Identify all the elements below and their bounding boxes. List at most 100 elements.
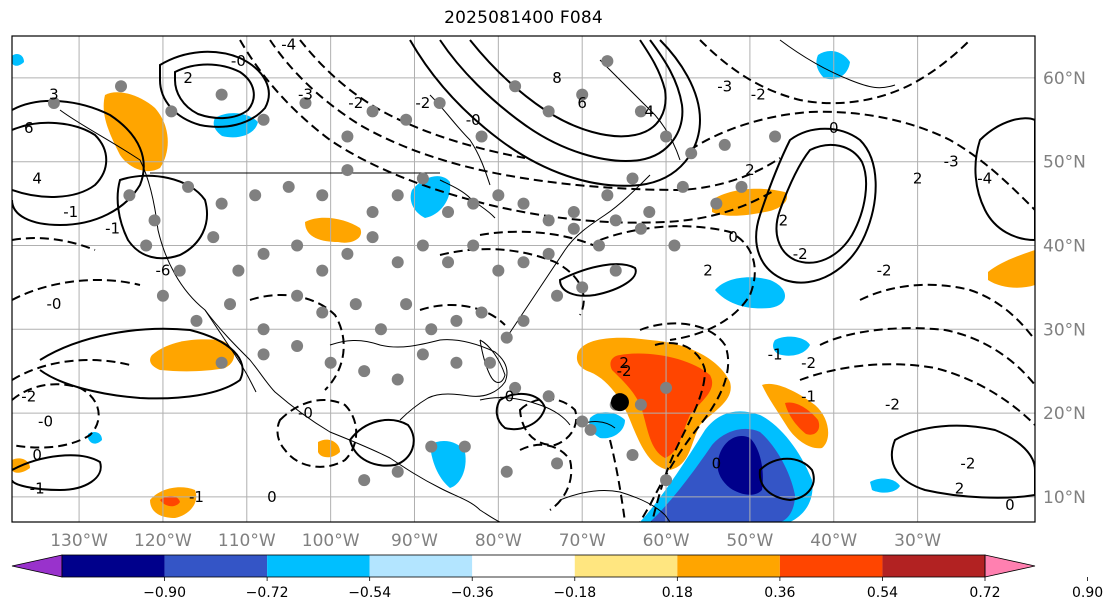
contour-label: -0: [38, 412, 53, 430]
contour-line-dashed: [12, 383, 100, 449]
colorbar-tick-label: 0.18: [662, 585, 693, 601]
station-marker: [626, 448, 639, 461]
station-marker: [467, 239, 480, 252]
station-marker: [123, 189, 136, 202]
latitude-label: 30°N: [1043, 320, 1086, 340]
contour-label: 0: [829, 119, 839, 137]
longitude-label: 70°W: [559, 531, 606, 551]
station-marker: [156, 289, 169, 302]
colorbar-tick-label: −0.36: [451, 585, 494, 601]
anomaly-negative-region: [430, 440, 466, 488]
contour-label: -1: [768, 345, 783, 363]
longitude-label: 100°W: [302, 531, 360, 551]
station-marker: [442, 205, 455, 218]
contour-line-dashed: [689, 110, 1035, 211]
station-marker: [148, 214, 161, 227]
contour-label: -6: [155, 262, 170, 280]
station-marker: [366, 205, 379, 218]
colorbar-extend-min: [11, 554, 63, 578]
coastline-north-america: [59, 109, 501, 522]
coastline-cuba: [479, 397, 571, 426]
anomaly-negative-region: [870, 478, 900, 493]
contour-label: 2: [955, 479, 965, 497]
coastline-great-lakes: [439, 179, 496, 219]
station-marker: [718, 138, 731, 151]
contour-label: 0: [267, 488, 277, 506]
station-marker: [47, 97, 60, 110]
station-marker: [316, 189, 329, 202]
contour-label: -2: [793, 245, 808, 263]
coastline-florida: [479, 339, 506, 383]
contour-label: -4: [977, 169, 992, 187]
station-marker: [500, 331, 513, 344]
contour-line-dashed: [299, 39, 526, 159]
longitude-label: 50°W: [726, 531, 773, 551]
contour-label: -0: [466, 111, 481, 129]
contour-label: -0: [46, 295, 61, 313]
station-marker: [190, 314, 203, 327]
contour-label: -4: [281, 35, 296, 53]
contour-line-dashed: [799, 363, 1035, 426]
station-marker: [551, 289, 564, 302]
station-marker: [224, 298, 237, 311]
station-marker: [710, 197, 723, 210]
contour-line-solid: [116, 174, 208, 260]
contour-label: -2: [960, 454, 975, 472]
station-marker: [215, 356, 228, 369]
station-marker: [173, 264, 186, 277]
latitude-axis-labels: 60°N 50°N 40°N 30°N 20°N 10°N: [1043, 69, 1086, 508]
station-marker: [609, 264, 622, 277]
longitude-label: 80°W: [475, 531, 522, 551]
colorbar-segment: [574, 555, 678, 577]
contour-label: 6: [24, 119, 34, 137]
anomaly-negative-region: [88, 432, 102, 444]
anomaly-positive-region: [305, 217, 362, 243]
contour-line-dashed: [269, 39, 781, 192]
station-marker: [400, 113, 413, 126]
contour-line-solid: [348, 419, 415, 467]
anomaly-negative-region: [816, 50, 850, 80]
station-marker: [391, 189, 404, 202]
contour-label: 2: [745, 161, 755, 179]
colorbar-segment: [677, 555, 780, 577]
station-marker: [475, 306, 488, 319]
anomaly-shading: [12, 50, 1035, 522]
contour-line-solid: [12, 121, 108, 198]
contour-line-dashed: [239, 39, 776, 224]
station-marker: [483, 356, 496, 369]
station-marker: [215, 88, 228, 101]
contour-label: 0: [712, 454, 722, 472]
colorbar-segment: [882, 555, 985, 577]
colorbar-segment: [164, 555, 268, 577]
coastline-south-america: [559, 489, 671, 522]
station-marker: [215, 197, 228, 210]
coastline-gulf-of-mexico: [329, 339, 508, 421]
station-marker: [299, 97, 312, 110]
station-marker: [416, 239, 429, 252]
longitude-label: 120°W: [134, 531, 192, 551]
station-marker: [576, 281, 589, 294]
longitude-label: 40°W: [810, 531, 857, 551]
contour-label: -2: [877, 262, 892, 280]
graticule: [12, 36, 1035, 522]
station-marker: [316, 264, 329, 277]
contour-line-dashed: [599, 225, 756, 341]
contour-line-dashed: [276, 399, 358, 468]
colorbar-segment: [779, 555, 883, 577]
station-marker: [685, 147, 698, 160]
station-marker: [660, 474, 673, 487]
station-marker: [475, 130, 488, 143]
station-marker: [458, 440, 471, 453]
contour-label: 0: [1005, 496, 1015, 514]
longitude-label: 110°W: [218, 531, 276, 551]
colorbar-segment: [472, 555, 575, 577]
contour-line-dashed: [699, 39, 971, 105]
station-marker: [542, 247, 555, 260]
contour-label: -3: [717, 77, 732, 95]
latitude-label: 40°N: [1043, 236, 1086, 256]
contour-label: 2: [913, 169, 923, 187]
contour-line-dashed: [639, 322, 730, 522]
station-marker: [391, 465, 404, 478]
contour-line-dashed: [12, 237, 96, 251]
